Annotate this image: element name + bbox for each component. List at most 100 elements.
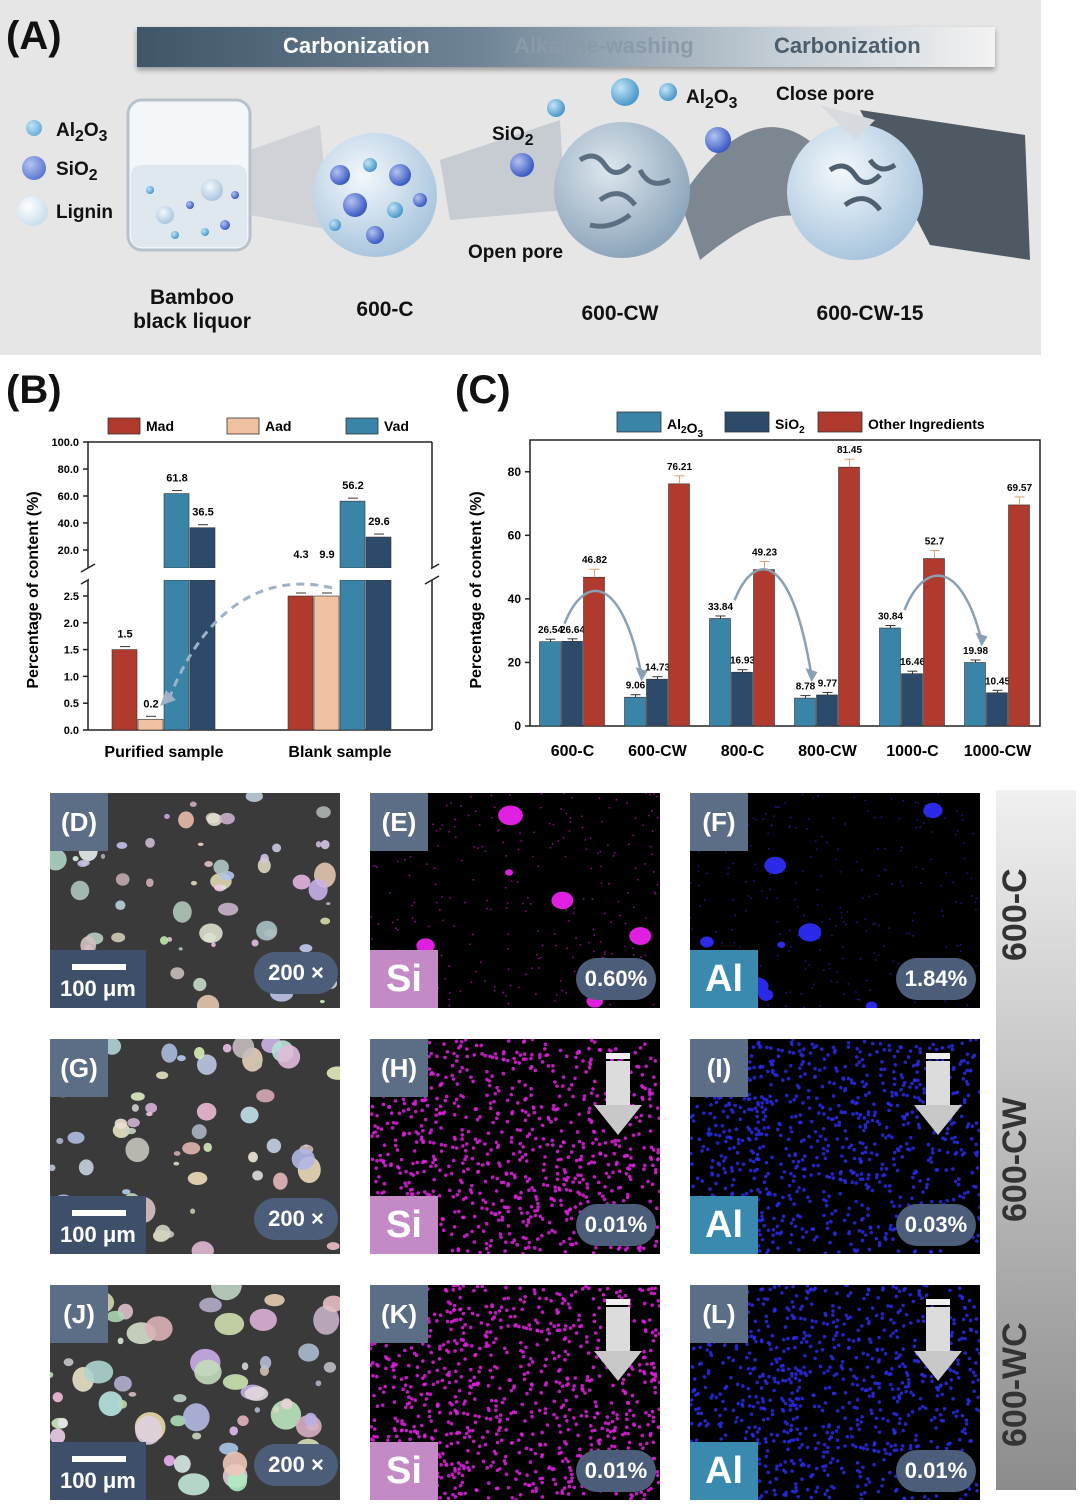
element-label: Al bbox=[690, 1442, 758, 1500]
scale-bar-label: 100 μm bbox=[60, 1468, 136, 1493]
chart-c-category-label: 1000-CW bbox=[964, 743, 1032, 760]
chart-b-data-label: 4.3 bbox=[293, 549, 308, 561]
chart-c-tick-label: 0 bbox=[514, 719, 521, 733]
sio2-legend-icon bbox=[22, 156, 46, 180]
panel-a-label: (A) bbox=[6, 14, 62, 58]
panel-tag: (F) bbox=[690, 793, 748, 851]
chart-c-data-label: 10.45 bbox=[985, 676, 1010, 687]
chart-b-tick-label: 1.0 bbox=[64, 671, 79, 683]
element-label: Si bbox=[370, 1196, 438, 1254]
chart-b-bar bbox=[189, 579, 216, 731]
chart-b-legend-label: Vad bbox=[384, 418, 409, 434]
chart-c-bar bbox=[583, 576, 605, 727]
chart-c-bar bbox=[794, 697, 816, 727]
chart-c-data-label: 76.21 bbox=[667, 462, 692, 473]
al2o3-annotation: Al2O3 bbox=[686, 87, 738, 112]
chart-c-bar bbox=[646, 678, 668, 727]
beam-2 bbox=[440, 120, 565, 220]
chart-c: 0 20 40 60 80 Percentage of content (%) Al2O3 S… bbox=[468, 411, 1041, 760]
panel-tag: (G) bbox=[50, 1039, 108, 1097]
element-label: Al bbox=[690, 950, 758, 1008]
side-label-600-wc: 600-WC bbox=[996, 1322, 1034, 1448]
caption-600-c: 600-C bbox=[356, 298, 414, 321]
element-percentage-badge: 0.60% bbox=[576, 958, 656, 1000]
chart-c-bar bbox=[901, 673, 923, 727]
sem-image: (G) 100 μm 200 × bbox=[50, 1039, 340, 1254]
chart-c-tick-label: 60 bbox=[508, 528, 522, 542]
panel-tag: (E) bbox=[370, 793, 428, 851]
axis-break-mark bbox=[424, 575, 440, 585]
element-percentage-badge: 0.01% bbox=[576, 1204, 656, 1246]
chart-c-bar bbox=[986, 692, 1008, 727]
chart-b-tick-label: 40.0 bbox=[58, 518, 79, 530]
sio2-annotation: SiO2 bbox=[492, 124, 534, 149]
eds-map-al: (L) Al 0.01% bbox=[690, 1285, 980, 1500]
eds-map-si: (K) Si 0.01% bbox=[370, 1285, 660, 1500]
eds-map-si: (H) Si 0.01% bbox=[370, 1039, 660, 1254]
chart-c-data-label: 46.82 bbox=[582, 555, 607, 566]
chart-c-data-label: 8.78 bbox=[796, 682, 816, 693]
chart-b-y-label: Percentage of content (%) bbox=[25, 491, 42, 688]
chart-b-data-label: 56.2 bbox=[342, 480, 363, 492]
step-alkaline-washing: Alkaline-washing bbox=[514, 33, 694, 58]
chart-b-data-label: 1.5 bbox=[117, 629, 132, 641]
scale-bar-label: 100 μm bbox=[60, 1222, 136, 1247]
chart-b-bar bbox=[111, 649, 138, 731]
chart-c-category-label: 600-CW bbox=[628, 743, 688, 760]
chart-c-bar bbox=[964, 662, 986, 727]
chart-c-data-label: 16.93 bbox=[730, 656, 755, 667]
panel-b-label: (B) bbox=[6, 368, 62, 412]
element-percentage-badge: 0.01% bbox=[576, 1450, 656, 1492]
panel-tag: (J) bbox=[50, 1285, 108, 1343]
chart-c-bar bbox=[624, 696, 646, 727]
chart-b-bar bbox=[339, 500, 366, 569]
chart-c-data-label: 81.45 bbox=[837, 445, 862, 456]
caption-600-cw-15: 600-CW-15 bbox=[816, 302, 924, 325]
chart-c-bar bbox=[753, 569, 775, 727]
element-label: Al bbox=[690, 1196, 758, 1254]
chart-b-category-label: Purified sample bbox=[104, 744, 223, 761]
chart-b-bar bbox=[365, 579, 392, 731]
sphere-600-cw-15 bbox=[787, 124, 923, 260]
panel-tag: (D) bbox=[50, 793, 108, 851]
chart-b-bar bbox=[163, 493, 190, 569]
scale-bar-line bbox=[72, 1210, 126, 1216]
chart-b-category-label: Blank sample bbox=[288, 744, 391, 761]
chart-c-bar bbox=[879, 627, 901, 727]
chart-c-data-label: 52.7 bbox=[925, 537, 945, 548]
chart-b-legend-swatch bbox=[226, 417, 260, 435]
scale-bar: 100 μm bbox=[50, 1196, 146, 1254]
panel-a-legend: Al2O3 SiO2 Lignin bbox=[18, 112, 138, 232]
chart-b-legend-swatch bbox=[345, 417, 379, 435]
scale-bar: 100 μm bbox=[50, 1442, 146, 1500]
eds-map-al: (I) Al 0.03% bbox=[690, 1039, 980, 1254]
sphere-600-c bbox=[313, 133, 437, 257]
beam-1 bbox=[250, 125, 330, 230]
chart-b-tick-label: 0.0 bbox=[64, 725, 79, 737]
chart-b-bar bbox=[163, 579, 190, 731]
down-arrow-icon bbox=[914, 1299, 962, 1381]
chart-c-legend-label: Other Ingredients bbox=[868, 416, 985, 432]
caption-bamboo-black-liquor: Bamboo black liquor bbox=[133, 286, 251, 333]
chart-b-bar bbox=[189, 527, 216, 569]
chart-c-category-label: 1000-C bbox=[886, 743, 939, 760]
chart-b-tick-label: 80.0 bbox=[58, 464, 79, 476]
chart-c-bar bbox=[731, 671, 753, 727]
chart-b-bar bbox=[313, 595, 340, 731]
chart-c-bar bbox=[838, 466, 860, 727]
process-illustration bbox=[126, 78, 1030, 261]
chart-c-legend-label: Al2O3 bbox=[667, 416, 703, 440]
chart-b-data-label: 0.2 bbox=[143, 698, 158, 710]
axis-break-mark bbox=[80, 563, 96, 573]
eds-map-si: (E) Si 0.60% bbox=[370, 793, 660, 1008]
chart-c-data-label: 26.64 bbox=[560, 625, 585, 636]
eds-map-al: (F) Al 1.84% bbox=[690, 793, 980, 1008]
sphere-600-cw bbox=[554, 122, 690, 258]
chart-c-bar bbox=[816, 694, 838, 727]
chart-c-tick-label: 20 bbox=[508, 655, 522, 669]
chart-c-data-label: 19.98 bbox=[963, 646, 988, 657]
magnification-badge: 200 × bbox=[254, 1444, 338, 1486]
chart-c-data-label: 26.54 bbox=[538, 625, 563, 636]
caption-600-cw: 600-CW bbox=[581, 302, 659, 325]
chart-c-bar bbox=[668, 483, 690, 727]
